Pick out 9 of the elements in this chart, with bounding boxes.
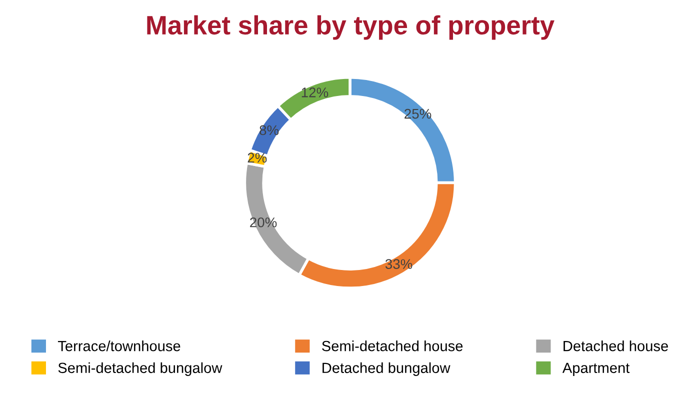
data-label: 12%: [302, 88, 328, 98]
chart-title: Market share by type of property: [147, 15, 554, 40]
legend-label: Terrace/townhouse: [58, 340, 180, 352]
legend-label: Semi-detached bungalow: [58, 362, 222, 376]
data-label: 33%: [385, 259, 412, 269]
legend-label: Apartment: [562, 362, 630, 376]
legend-label: Semi-detached house: [322, 340, 463, 352]
legend-label: Detached bungalow: [322, 362, 450, 376]
legend-label: Detached house: [564, 340, 668, 352]
